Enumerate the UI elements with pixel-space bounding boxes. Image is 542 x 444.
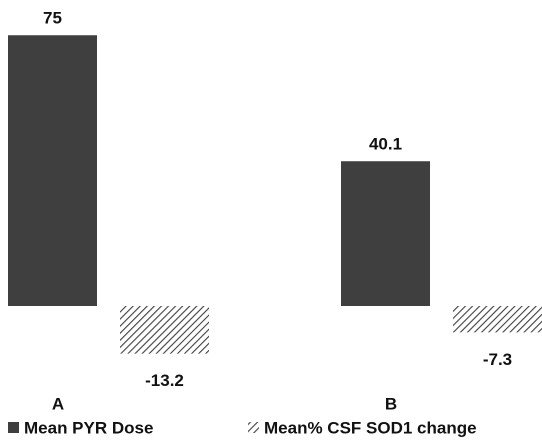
value-label: 75 [43,9,62,28]
bar [8,35,97,306]
value-label: 40.1 [369,135,402,154]
bar [453,306,542,333]
legend-swatch [248,422,259,433]
legend-swatch [8,422,19,433]
bar [120,306,209,354]
legend-label: Mean% CSF SOD1 change [264,418,477,437]
legend-label: Mean PYR Dose [24,418,153,437]
category-label: B [385,394,397,413]
value-label: -7.3 [483,350,512,369]
value-label: -13.2 [145,371,184,390]
category-label: A [52,394,64,413]
bar [341,161,430,306]
